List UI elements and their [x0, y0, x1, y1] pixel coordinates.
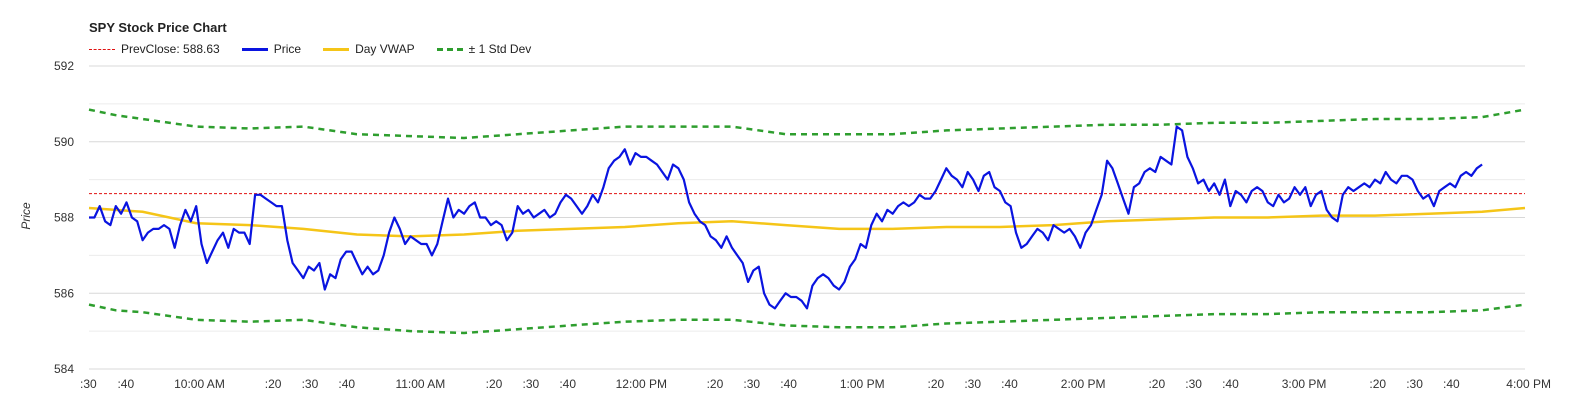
x-axis-ticks: :30 :40 10:00 AM :20 :30 :40 11:00 AM :20 :30 :40… — [80, 377, 1551, 391]
legend-item-std-dev[interactable]: ± 1 Std Dev — [436, 42, 532, 56]
y-axis-ticks: 592 590 588 586 584 — [54, 59, 74, 376]
x-tick-label: :30 — [1185, 377, 1202, 391]
x-tick-label: :40 — [1443, 377, 1460, 391]
x-tick-label: :30 — [302, 377, 319, 391]
x-tick-label: :20 — [1148, 377, 1165, 391]
y-axis-label: Price — [19, 202, 33, 230]
x-tick-label: :40 — [1222, 377, 1239, 391]
std-dev-lower-line — [88, 303, 1526, 335]
y-tick-label: 592 — [54, 59, 74, 73]
y-tick-label: 588 — [54, 211, 74, 225]
chart-title: SPY Stock Price Chart — [89, 20, 227, 35]
x-tick-label: :30 — [964, 377, 981, 391]
legend-swatch-std-dev — [436, 47, 463, 51]
x-tick-label: :40 — [559, 377, 576, 391]
y-tick-label: 586 — [54, 286, 74, 300]
legend-label-std-dev: ± 1 Std Dev — [468, 42, 532, 56]
price-line — [89, 125, 1483, 310]
x-tick-label: :40 — [780, 377, 797, 391]
legend-label-price: Price — [273, 42, 302, 56]
x-tick-label: 2:00 PM — [1061, 377, 1106, 391]
x-tick-label: :20 — [1369, 377, 1386, 391]
chart-legend: PrevClose: 588.63 Price Day VWAP ± 1 Std… — [89, 40, 553, 58]
legend-label-prev-close: PrevClose: 588.63 — [121, 42, 220, 56]
y-tick-label: 590 — [54, 135, 74, 149]
x-tick-label: :20 — [928, 377, 945, 391]
x-tick-label: 4:00 PM — [1506, 377, 1551, 391]
x-tick-label: 10:00 AM — [174, 377, 225, 391]
series-group — [88, 108, 1526, 335]
x-tick-label: :40 — [117, 377, 134, 391]
legend-label-vwap: Day VWAP — [355, 42, 415, 56]
x-tick-label: :30 — [80, 377, 97, 391]
legend-item-price[interactable]: Price — [241, 42, 302, 56]
x-tick-label: 11:00 AM — [395, 377, 445, 391]
x-tick-label: :30 — [523, 377, 540, 391]
x-tick-label: :20 — [486, 377, 503, 391]
x-tick-label: 12:00 PM — [616, 377, 667, 391]
legend-swatch-prev-close — [89, 48, 115, 50]
x-tick-label: :30 — [743, 377, 760, 391]
x-tick-label: 3:00 PM — [1282, 377, 1327, 391]
x-tick-label: :40 — [338, 377, 355, 391]
x-tick-label: 1:00 PM — [840, 377, 885, 391]
x-tick-label: :20 — [707, 377, 724, 391]
legend-swatch-price — [241, 47, 268, 51]
legend-item-vwap[interactable]: Day VWAP — [323, 42, 415, 56]
x-tick-label: :30 — [1406, 377, 1423, 391]
legend-swatch-vwap — [323, 47, 350, 51]
vwap-line — [88, 206, 1526, 238]
std-dev-upper-line — [88, 108, 1526, 140]
x-tick-label: :20 — [265, 377, 282, 391]
y-tick-label: 584 — [54, 362, 74, 376]
grid-lines — [89, 65, 1525, 370]
x-tick-label: :40 — [1001, 377, 1018, 391]
legend-item-prev-close[interactable]: PrevClose: 588.63 — [89, 42, 220, 56]
